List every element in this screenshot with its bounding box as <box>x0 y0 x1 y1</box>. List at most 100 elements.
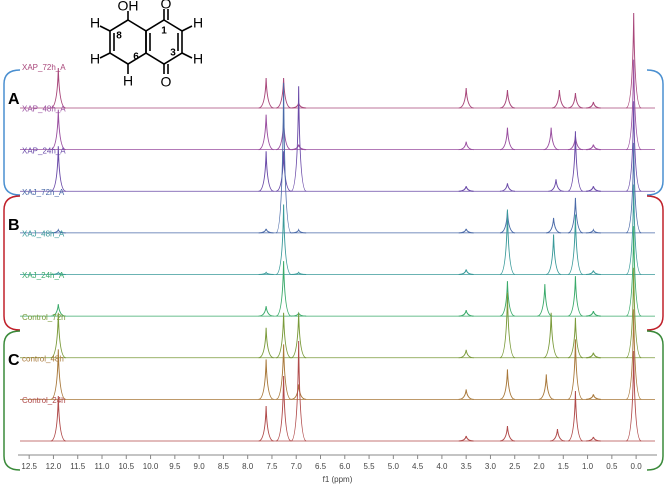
peak <box>585 270 601 275</box>
peak <box>546 217 562 234</box>
peak <box>50 67 66 109</box>
peak <box>458 228 474 234</box>
peak <box>290 86 307 192</box>
series-label: control_48h <box>22 354 64 363</box>
peak <box>258 405 274 442</box>
peak <box>543 127 559 151</box>
group-bracket <box>646 195 664 331</box>
peak <box>258 228 274 234</box>
x-tick-label: 4.5 <box>412 462 424 471</box>
peak <box>291 228 307 234</box>
x-tick-label: 11.0 <box>95 462 111 471</box>
group-label: A <box>8 91 20 108</box>
peak <box>290 340 307 442</box>
ring <box>109 19 147 65</box>
x-tick-label: 8.5 <box>218 462 230 471</box>
position-number: 1 <box>161 26 167 37</box>
peak <box>625 12 642 109</box>
series-label: XAP_48h_A <box>22 105 66 114</box>
peak <box>625 184 642 275</box>
peak <box>625 101 642 192</box>
series-label: XAJ_72h_A <box>22 188 65 197</box>
x-axis-title: f1 (ppm) <box>323 475 353 484</box>
peak <box>258 77 274 109</box>
atom: H <box>90 15 100 31</box>
x-tick-label: 3.5 <box>461 462 473 471</box>
peak <box>567 317 584 359</box>
x-tick-label: 0.0 <box>631 462 643 471</box>
peak <box>567 276 584 317</box>
x-tick-label: 2.0 <box>533 462 545 471</box>
peak <box>538 374 554 400</box>
peak <box>275 261 292 317</box>
x-tick-label: 1.5 <box>558 462 570 471</box>
peak <box>50 395 66 442</box>
group-bracket <box>3 195 21 331</box>
peak <box>548 179 564 192</box>
x-tick-label: 7.0 <box>291 462 303 471</box>
peak <box>258 327 274 359</box>
peak <box>567 390 584 442</box>
x-tick-label: 8.0 <box>242 462 254 471</box>
series-label: XAP_72h_A <box>22 63 66 72</box>
peak <box>258 271 274 275</box>
x-tick-label: 4.0 <box>436 462 448 471</box>
bond <box>181 25 193 32</box>
peak <box>290 312 307 359</box>
peak <box>499 89 516 109</box>
series-label: XAP_24h_A <box>22 146 66 155</box>
peak <box>50 228 66 234</box>
peak <box>291 144 307 151</box>
peak <box>585 101 601 109</box>
peak <box>458 389 474 400</box>
x-tick-label: 2.5 <box>509 462 521 471</box>
peak <box>499 292 516 359</box>
peak <box>50 312 66 359</box>
x-tick-label: 10.5 <box>118 462 134 471</box>
group-bracket <box>3 330 21 471</box>
x-tick-label: 11.5 <box>70 462 86 471</box>
peak <box>458 186 474 192</box>
x-tick-label: 12.5 <box>21 462 37 471</box>
structure <box>99 9 193 74</box>
peak <box>585 352 601 359</box>
x-tick-label: 3.0 <box>485 462 497 471</box>
peak <box>567 214 584 275</box>
atom: OH <box>118 0 139 14</box>
atom: O <box>161 74 172 90</box>
peak <box>625 226 642 317</box>
peak <box>258 151 274 192</box>
peak <box>291 384 307 400</box>
series-label: XAJ_24h_A <box>22 271 65 280</box>
peak <box>50 146 66 192</box>
series-label: XAJ_48h_A <box>22 230 65 239</box>
x-tick-label: 1.0 <box>582 462 594 471</box>
peak <box>499 369 516 400</box>
peak <box>50 109 66 151</box>
peak <box>567 131 584 192</box>
atom: H <box>193 51 203 67</box>
atom: H <box>193 15 203 31</box>
x-tick-label: 7.5 <box>266 462 278 471</box>
peak <box>458 435 474 442</box>
position-number: 6 <box>133 52 139 63</box>
group-label: B <box>8 217 20 234</box>
peak <box>499 281 516 317</box>
peak <box>585 310 601 317</box>
series-label: Control_24h <box>22 396 66 405</box>
bond <box>99 52 111 59</box>
peak <box>258 359 274 400</box>
peak <box>551 89 567 109</box>
peak <box>625 350 642 442</box>
peak <box>458 349 474 359</box>
position-number: 3 <box>170 48 176 59</box>
peak <box>585 144 601 151</box>
peak <box>499 127 516 151</box>
peak <box>567 197 584 234</box>
peak <box>545 234 562 275</box>
peak <box>549 428 566 442</box>
x-tick-label: 12.0 <box>46 462 62 471</box>
peak <box>275 204 292 275</box>
peak <box>275 82 292 234</box>
peak <box>625 309 642 400</box>
